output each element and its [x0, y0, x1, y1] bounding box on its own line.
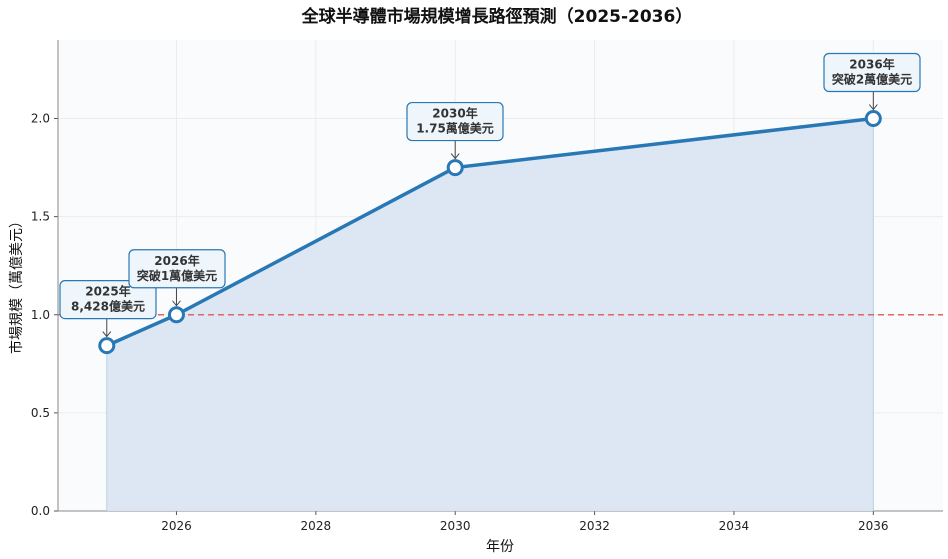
annotation-text: 2036年 [849, 57, 894, 72]
x-axis-label: 年份 [486, 539, 514, 555]
y-tick-label: 1.5 [31, 210, 50, 224]
x-tick-label: 2026 [161, 519, 192, 533]
x-tick-label: 2028 [301, 519, 332, 533]
annotation-box [406, 101, 504, 142]
annotation-box [59, 280, 157, 320]
annotation-box [128, 249, 226, 289]
annotation-arrowhead [102, 331, 112, 338]
x-tick-label: 2032 [579, 519, 610, 533]
y-tick-label: 0.0 [31, 504, 50, 518]
x-tick-label: 2036 [858, 519, 889, 533]
data-point-2025 [98, 337, 116, 355]
annotation-text: 1.75萬億美元 [416, 121, 494, 136]
plot-area: 0.0 0.5 1.0 1.5 2.0 2026 2028 2030 2032 2034 2036 2… [31, 40, 943, 533]
chart-title: 全球半導體市場規模增長路徑預測（2025-2036） [301, 6, 693, 27]
annotation-arrowhead [172, 300, 181, 307]
annotation-text: 突破1萬億美元 [137, 268, 217, 283]
annotation-text: 2030年 [432, 106, 477, 121]
y-tick-label: 1.0 [31, 308, 50, 322]
series-line [106, 116, 874, 348]
data-point-2036 [864, 110, 882, 127]
data-point-2026 [167, 306, 185, 324]
y-tick-label: 0.5 [31, 406, 50, 420]
data-point-2030 [446, 159, 464, 177]
annotation-text: 突破2萬億美元 [832, 72, 912, 87]
x-tick-label: 2034 [719, 519, 750, 533]
annotation-text: 2026年 [154, 253, 199, 268]
annotation-text: 8,428億美元 [71, 299, 145, 314]
x-tick-label: 2030 [440, 519, 471, 533]
y-axis-label: 市場規模（萬億美元） [8, 214, 25, 354]
annotation-text: 2025年 [85, 284, 130, 299]
annotation-arrowhead [868, 104, 878, 111]
annotation-arrowhead [450, 153, 460, 160]
annotation-box [823, 52, 921, 93]
y-tick-label: 2.0 [31, 112, 50, 126]
